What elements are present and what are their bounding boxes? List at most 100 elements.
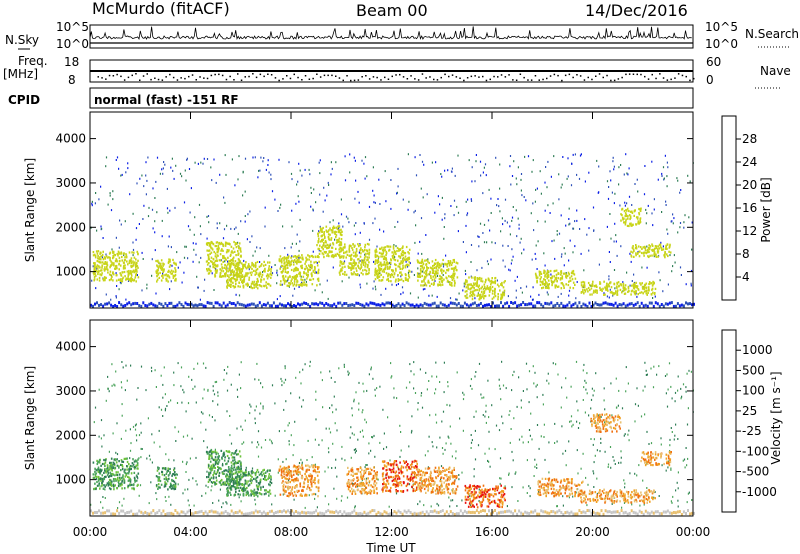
echo-cell — [379, 269, 382, 272]
nave-point — [659, 73, 661, 75]
echo-cell — [538, 270, 541, 273]
scatter-echo-cell — [366, 282, 368, 285]
scatter-echo-cell — [379, 441, 381, 444]
scatter-echo-cell — [353, 448, 355, 451]
echo-cell — [293, 280, 296, 283]
scatter-echo-cell — [604, 408, 606, 411]
echo-cell — [303, 281, 305, 284]
echo-cell — [282, 257, 284, 260]
scatter-echo-cell — [139, 177, 141, 180]
ground-echo-cell — [407, 509, 410, 513]
ground-echo-cell — [321, 301, 324, 305]
scatter-echo-cell — [91, 279, 93, 282]
scatter-echo-cell — [370, 368, 372, 371]
scatter-echo-cell — [442, 410, 445, 413]
echo-cell — [653, 293, 656, 296]
ground-echo-cell — [678, 304, 681, 308]
scatter-echo-cell — [562, 504, 564, 507]
echo-cell — [163, 268, 165, 271]
nave-point — [195, 79, 197, 81]
ground-echo-cell — [236, 511, 239, 515]
echo-cell — [227, 256, 229, 259]
scatter-echo-cell — [226, 410, 228, 413]
echo-cell — [357, 243, 359, 246]
echo-cell — [595, 284, 597, 287]
scatter-echo-cell — [620, 245, 622, 248]
scatter-echo-cell — [388, 505, 390, 508]
echo-cell — [538, 272, 541, 275]
ground-echo-cell — [287, 509, 289, 513]
echo-cell — [329, 227, 331, 230]
echo-cell — [580, 284, 583, 287]
echo-cell — [236, 242, 238, 245]
echo-cell — [350, 244, 352, 248]
echo-cell — [545, 281, 547, 284]
scatter-echo-cell — [174, 426, 176, 429]
ground-echo-cell — [516, 304, 519, 308]
scatter-echo-cell — [140, 447, 142, 450]
echo-cell — [307, 273, 309, 277]
echo-cell — [392, 247, 395, 250]
scatter-echo-cell — [335, 161, 337, 164]
scatter-echo-cell — [565, 464, 567, 467]
echo-cell — [352, 251, 355, 254]
scatter-echo-cell — [154, 231, 156, 234]
echo-cell — [390, 273, 393, 276]
echo-cell — [497, 295, 499, 298]
scatter-echo-cell — [199, 225, 201, 228]
ground-echo-cell — [142, 301, 145, 305]
scatter-echo-cell — [368, 442, 370, 445]
nave-point — [602, 76, 604, 79]
scatter-echo-cell — [230, 442, 233, 445]
scatter-echo-cell — [188, 168, 191, 170]
ground-echo-cell — [333, 302, 336, 306]
ground-echo-cell — [409, 303, 412, 307]
ground-echo-cell — [676, 510, 679, 514]
scatter-echo-cell — [351, 414, 353, 417]
ground-echo-cell — [682, 304, 685, 308]
echo-cell — [224, 241, 227, 244]
echo-cell — [327, 246, 330, 249]
echo-cell — [239, 285, 241, 288]
scatter-echo-cell — [112, 190, 114, 193]
ground-echo-cell — [222, 511, 225, 515]
echo-cell — [343, 255, 345, 258]
scatter-echo-cell — [447, 435, 449, 438]
echo-cell — [630, 222, 632, 225]
ground-echo-cell — [144, 304, 147, 307]
ground-echo-cell — [112, 512, 115, 516]
scatter-echo-cell — [323, 186, 325, 189]
ground-echo-cell — [246, 303, 249, 307]
ground-echo-cell — [108, 301, 111, 305]
scatter-echo-cell — [644, 165, 646, 167]
echo-cell — [353, 254, 355, 258]
ground-echo-cell — [188, 509, 191, 513]
echo-cell — [632, 286, 635, 289]
echo-cell — [492, 289, 494, 292]
scatter-echo-cell — [687, 492, 689, 495]
scatter-echo-cell — [237, 395, 239, 398]
echo-cell — [624, 215, 627, 218]
echo-cell — [307, 270, 309, 273]
scatter-echo-cell — [463, 285, 465, 288]
echo-cell — [473, 289, 476, 292]
echo-cell — [234, 260, 237, 263]
scatter-echo-cell — [572, 495, 574, 498]
echo-cell — [638, 207, 640, 211]
echo-cell — [546, 286, 549, 289]
scatter-echo-cell — [504, 198, 507, 201]
echo-cell — [289, 275, 291, 279]
scatter-echo-cell — [610, 179, 612, 182]
scatter-echo-cell — [627, 382, 629, 385]
echo-cell — [376, 259, 379, 262]
ground-echo-cell — [676, 302, 679, 306]
echo-cell — [208, 262, 210, 265]
echo-cell — [322, 253, 325, 256]
ground-echo-cell — [92, 304, 94, 308]
nave-point — [255, 76, 258, 79]
scatter-echo-cell — [645, 208, 647, 211]
ground-echo-cell — [331, 510, 334, 514]
echo-cell — [424, 277, 426, 280]
echo-cell — [284, 275, 287, 278]
echo-cell — [637, 220, 640, 223]
